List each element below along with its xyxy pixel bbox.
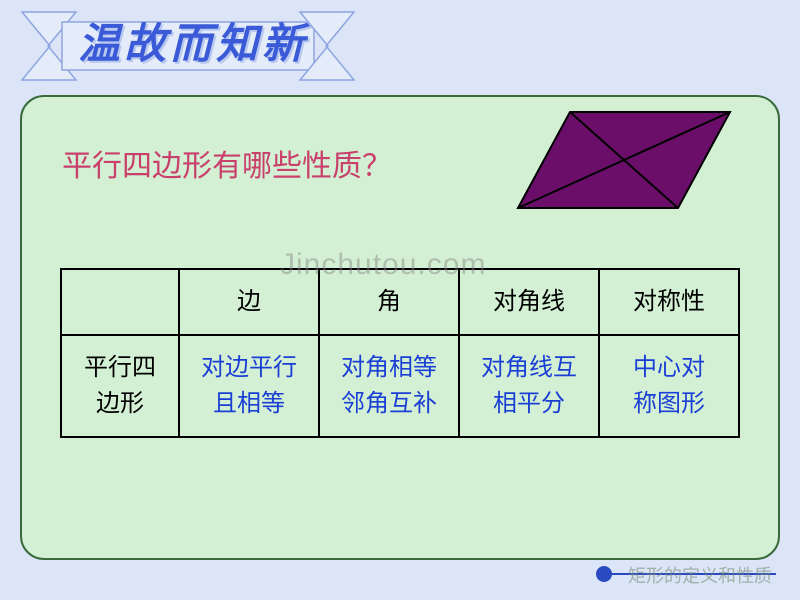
cell-symmetry: 中心对称图形 <box>599 335 739 437</box>
properties-table: 边 角 对角线 对称性 平行四边形 对边平行且相等 对角相等邻角互补 对角线互相… <box>60 268 740 438</box>
footer-text: 矩形的定义和性质 <box>628 562 772 588</box>
banner-title: 温故而知新 <box>78 10 308 71</box>
watermark: Jinchutou.com <box>280 248 486 282</box>
table-header-empty <box>61 269 179 335</box>
table-row: 平行四边形 对边平行且相等 对角相等邻角互补 对角线互相平分 中心对称图形 <box>61 335 739 437</box>
cell-diagonals: 对角线互相平分 <box>459 335 599 437</box>
row-label: 平行四边形 <box>61 335 179 437</box>
cell-angles: 对角相等邻角互补 <box>319 335 459 437</box>
cell-sides: 对边平行且相等 <box>179 335 319 437</box>
table-header-symmetry: 对称性 <box>599 269 739 335</box>
parallelogram-diagram <box>514 108 734 212</box>
